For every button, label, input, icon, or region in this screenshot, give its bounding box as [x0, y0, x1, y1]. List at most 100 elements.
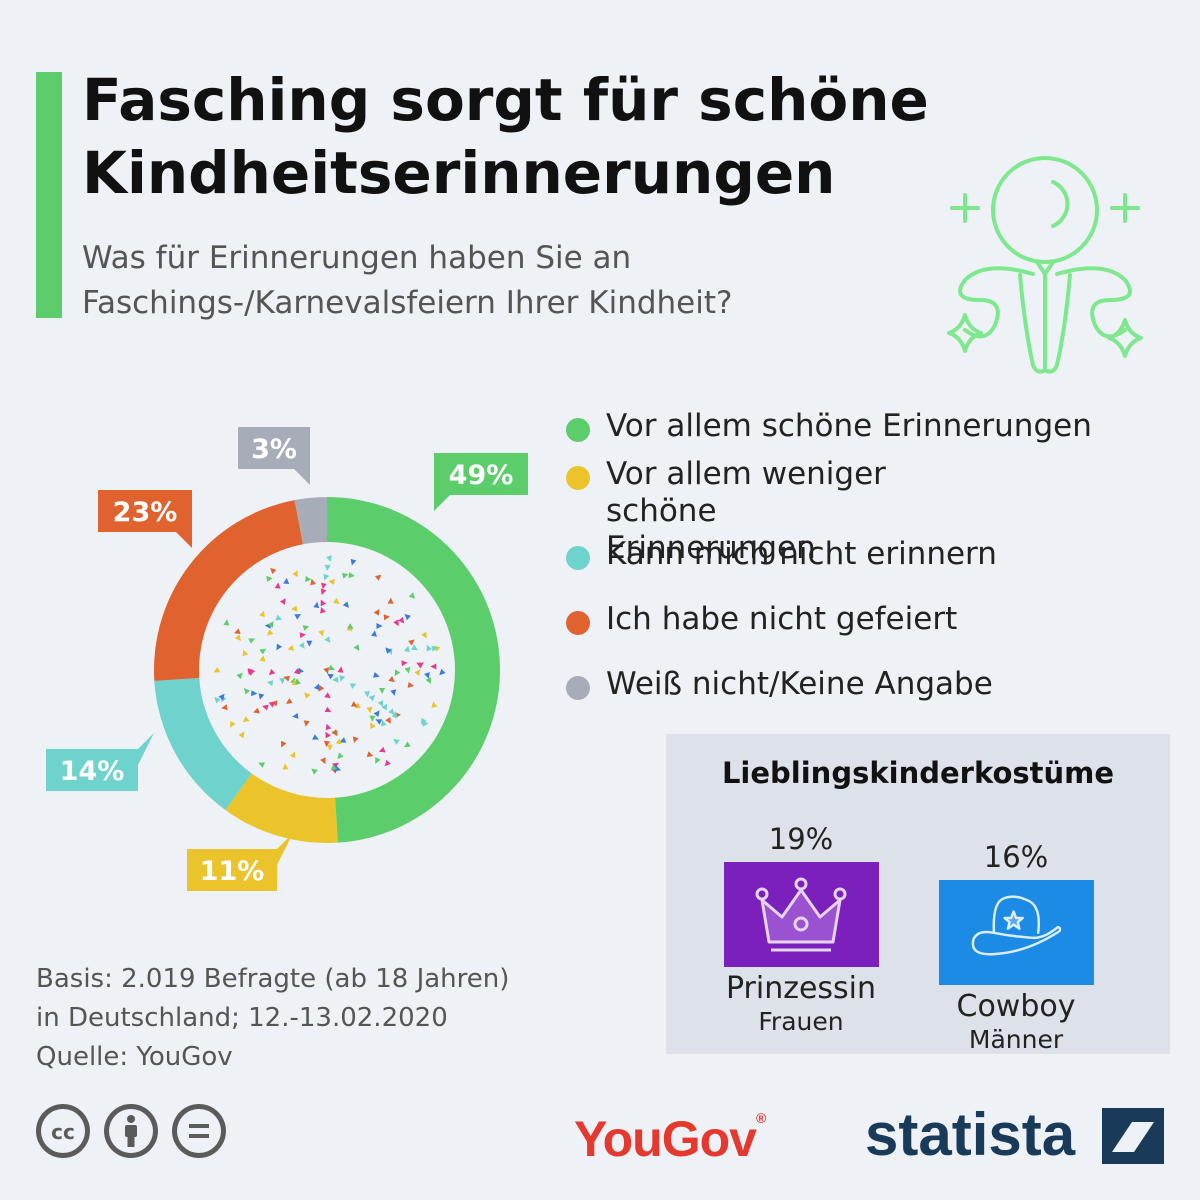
- confetti-piece: [420, 717, 427, 725]
- confetti-piece: [320, 588, 327, 596]
- legend-item: Vor allem schöne Erinnerungen: [566, 408, 1146, 445]
- confetti-piece: [339, 737, 347, 743]
- confetti-piece: [283, 675, 290, 682]
- data-label: 3%: [238, 427, 310, 485]
- confetti-piece: [266, 680, 274, 687]
- source-line: in Deutschland; 12.-13.02.2020: [36, 1003, 448, 1033]
- confetti-piece: [393, 619, 399, 627]
- cowboy-hat-icon: [938, 880, 1094, 985]
- confetti-piece: [337, 752, 344, 759]
- confetti-piece: [332, 762, 339, 769]
- confetti-piece: [431, 645, 438, 652]
- confetti-piece: [325, 723, 332, 731]
- confetti-piece: [243, 687, 251, 695]
- confetti-piece: [328, 664, 335, 671]
- source-line: Basis: 2.019 Befragte (ab 18 Jahren): [36, 964, 510, 994]
- confetti-piece: [353, 644, 360, 651]
- confetti-piece: [280, 740, 287, 748]
- confetti-piece: [313, 601, 320, 609]
- legend-item: Weiß nicht/Keine Angabe: [566, 666, 1146, 703]
- confetti-piece: [279, 677, 286, 685]
- data-label: 49%: [434, 453, 528, 511]
- confetti-piece: [236, 672, 243, 680]
- confetti-piece: [377, 700, 384, 707]
- confetti-piece: [318, 629, 325, 637]
- confetti-piece: [324, 564, 331, 571]
- confetti-piece: [334, 765, 341, 772]
- attribution-icon[interactable]: [104, 1104, 158, 1158]
- confetti-piece: [259, 610, 265, 618]
- confetti-piece: [290, 605, 298, 612]
- confetti-piece: [293, 668, 301, 675]
- confetti-piece: [426, 644, 433, 652]
- confetti-piece: [248, 638, 255, 644]
- confetti-piece: [364, 691, 371, 698]
- legend-swatch: [566, 466, 590, 490]
- no-derivatives-icon[interactable]: [172, 1104, 226, 1158]
- confetti-piece: [368, 695, 376, 702]
- legend-label: Weiß nicht/Keine Angabe: [606, 666, 993, 702]
- cc-icon[interactable]: cc: [36, 1104, 90, 1158]
- confetti-piece: [408, 592, 415, 599]
- confetti-piece: [267, 621, 274, 628]
- confetti-piece: [268, 702, 276, 708]
- confetti-piece: [325, 731, 331, 739]
- confetti-piece: [242, 716, 250, 723]
- confetti-piece: [376, 623, 383, 630]
- confetti-piece: [298, 642, 305, 649]
- confetti-piece: [375, 757, 381, 764]
- confetti-piece: [324, 706, 332, 713]
- confetti-piece: [350, 558, 357, 566]
- confetti-piece: [335, 737, 342, 745]
- confetti-piece: [385, 647, 392, 654]
- confetti-piece: [213, 667, 221, 673]
- confetti-piece: [380, 719, 387, 727]
- confetti-piece: [378, 746, 386, 753]
- confetti-piece: [285, 698, 293, 704]
- confetti-piece: [404, 741, 411, 748]
- data-label-text: 14%: [60, 756, 125, 787]
- confetti-piece: [379, 687, 386, 694]
- balloon-icon: [947, 156, 1143, 374]
- confetti-piece: [330, 764, 338, 771]
- confetti-piece: [323, 667, 329, 674]
- costume-percent: 16%: [983, 840, 1049, 874]
- confetti-piece: [292, 712, 299, 719]
- confetti-piece: [346, 623, 354, 630]
- confetti-piece: [262, 704, 269, 711]
- confetti-piece: [313, 683, 320, 691]
- confetti-piece: [373, 608, 380, 616]
- confetti-piece: [230, 721, 236, 728]
- confetti-piece: [238, 731, 245, 739]
- confetti-piece: [258, 762, 265, 768]
- confetti-piece: [401, 660, 408, 667]
- confetti-piece: [270, 567, 277, 575]
- confetti-piece: [371, 630, 377, 637]
- costume-panel: Lieblingskinderkostüme 19% Prinzessin Fr…: [666, 734, 1170, 1054]
- confetti-piece: [266, 629, 274, 636]
- confetti-piece: [327, 673, 334, 680]
- confetti-piece: [404, 613, 411, 621]
- confetti-piece: [394, 669, 401, 677]
- legend-label: Kann mich nicht erinnern: [606, 536, 997, 572]
- legend-swatch: [566, 676, 590, 700]
- confetti-piece: [388, 676, 395, 683]
- confetti-piece: [283, 577, 290, 585]
- data-label: 14%: [46, 733, 154, 791]
- legend-label: Vor allem weniger schöne Erinnerungen: [606, 456, 886, 566]
- page-title: Fasching sorgt für schöne Kindheitserinn…: [82, 66, 929, 207]
- data-label-text: 23%: [113, 497, 178, 528]
- confetti-piece: [393, 738, 400, 745]
- costume-group: Männer: [968, 1025, 1064, 1054]
- confetti-piece: [341, 573, 349, 579]
- confetti-piece: [234, 628, 241, 634]
- confetti-piece: [323, 573, 330, 581]
- confetti-piece: [259, 648, 267, 655]
- confetti-piece: [323, 740, 330, 748]
- confetti-piece: [312, 734, 319, 740]
- confetti-piece: [282, 763, 289, 770]
- confetti-piece: [370, 722, 376, 730]
- costume-name: Prinzessin: [725, 971, 877, 1006]
- confetti-piece: [320, 582, 327, 590]
- confetti-piece: [422, 720, 429, 727]
